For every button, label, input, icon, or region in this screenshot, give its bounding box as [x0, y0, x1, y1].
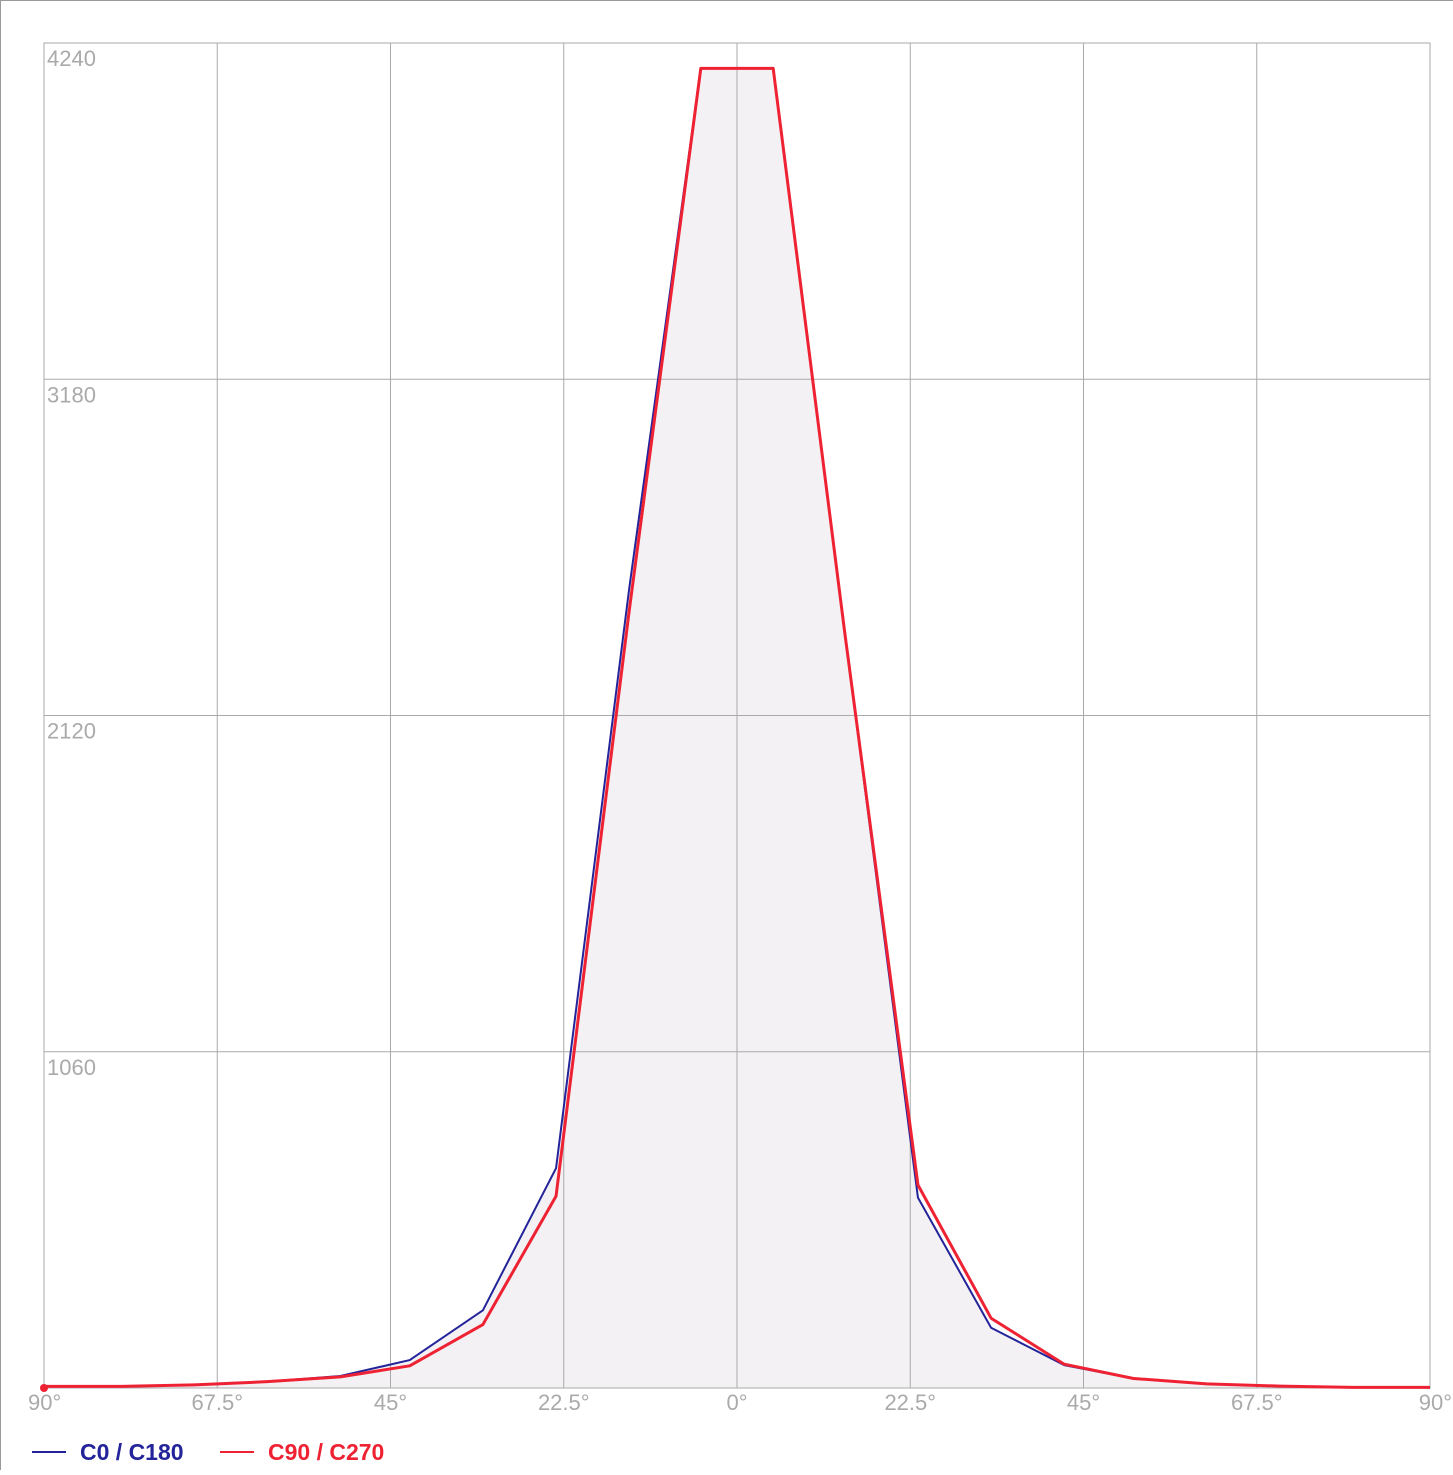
x-tick-label: 22.5°: [884, 1390, 936, 1415]
x-tick-label: 90°: [28, 1390, 61, 1415]
legend-label: C0 / C180: [80, 1439, 184, 1465]
y-tick-label: 2120: [47, 719, 96, 744]
y-tick-label: 1060: [47, 1055, 96, 1080]
x-tick-label: 67.5°: [1231, 1390, 1283, 1415]
x-tick-label: 90°: [1419, 1390, 1452, 1415]
x-tick-label: 22.5°: [538, 1390, 590, 1415]
y-tick-label: 3180: [47, 382, 96, 407]
x-tick-label: 45°: [374, 1390, 407, 1415]
legend-label: C90 / C270: [268, 1439, 384, 1465]
x-tick-label: 0°: [726, 1390, 747, 1415]
x-tick-label: 67.5°: [191, 1390, 243, 1415]
x-tick-label: 45°: [1067, 1390, 1100, 1415]
y-tick-label: 4240: [47, 46, 96, 71]
